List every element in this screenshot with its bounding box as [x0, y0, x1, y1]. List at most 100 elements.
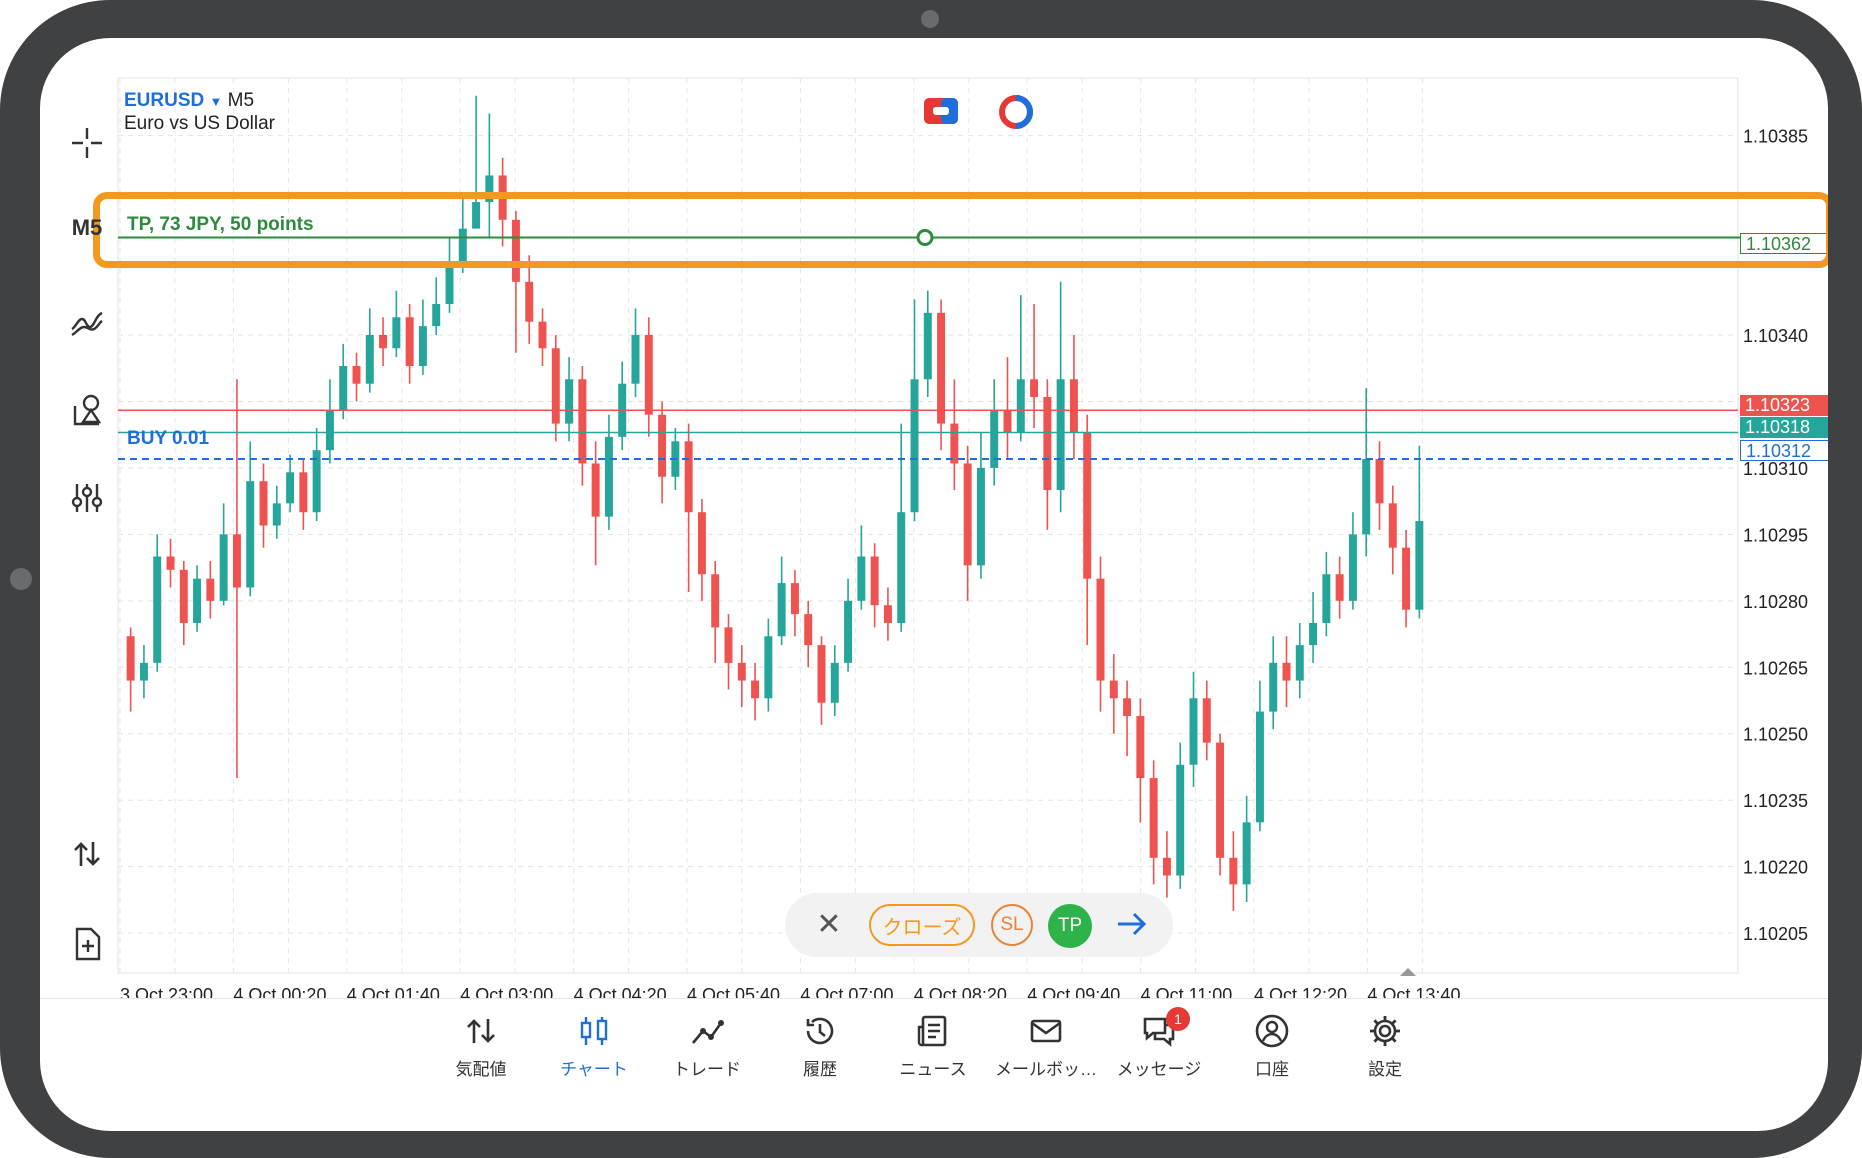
candle-body [910, 379, 919, 513]
candle [1109, 653, 1118, 734]
candle [751, 662, 760, 721]
candle [644, 317, 653, 437]
candle [1282, 636, 1291, 708]
candle [511, 210, 520, 353]
candle-body [538, 321, 547, 349]
sl-button[interactable]: SL [991, 904, 1033, 946]
candlestick-chart[interactable]: 1.103851.103401.103251.103101.102951.102… [40, 38, 1828, 998]
mail-icon [1030, 1019, 1062, 1043]
candle-body [246, 481, 255, 588]
candle-body [365, 334, 374, 384]
indicator-wave-icon [71, 311, 103, 337]
crosshair-tool[interactable] [52, 113, 122, 173]
candle-body [193, 578, 202, 623]
candle [737, 645, 746, 708]
one-click-trade-tool[interactable] [52, 824, 122, 884]
candle-body [126, 636, 135, 681]
timeframe-tool[interactable]: M5 [52, 198, 122, 258]
tp-button[interactable]: TP [1048, 904, 1092, 948]
candle-body [458, 228, 467, 265]
messages-badge: 1 [1166, 1007, 1190, 1031]
app-screen: 1.103851.103401.103251.103101.102951.102… [40, 38, 1828, 1131]
candle-body [644, 334, 653, 415]
gear-icon [1370, 1016, 1400, 1046]
candle [1003, 357, 1012, 460]
candle [1149, 760, 1158, 885]
nav-trade[interactable]: トレード [652, 1013, 762, 1080]
buy-line-label[interactable]: BUY 0.01 [127, 428, 210, 449]
candle-body [604, 436, 613, 517]
candle [1202, 680, 1211, 761]
candle [963, 445, 972, 601]
candle-body [870, 556, 879, 606]
objects-tool[interactable] [52, 380, 122, 440]
scroll-handle [1400, 968, 1416, 976]
candle [219, 503, 228, 606]
caret-down-icon[interactable]: ▼ [209, 94, 223, 109]
y-tick-label: 1.10265 [1743, 658, 1808, 678]
candle-body [1136, 716, 1145, 779]
up-down-arrows-icon [74, 842, 100, 866]
x-tick-label: 4 Oct 13:40 [1367, 985, 1460, 998]
symbol-info[interactable]: EURUSD ▼ M5 Euro vs US Dollar [124, 90, 275, 135]
candle [458, 193, 467, 273]
candle [1322, 552, 1331, 637]
x-tick-label: 4 Oct 09:40 [1027, 985, 1120, 998]
candle [525, 255, 534, 344]
candle [658, 401, 667, 504]
candle [339, 343, 348, 420]
symbol-code[interactable]: EURUSD [124, 90, 205, 111]
candle [1056, 281, 1065, 513]
candle-body [1229, 857, 1238, 885]
candle-body [1176, 764, 1185, 876]
indicators-tool[interactable] [52, 291, 122, 351]
candle-body [737, 662, 746, 681]
candle [139, 645, 148, 699]
candle [857, 525, 866, 610]
candle-body [179, 569, 188, 623]
candle-body [591, 463, 600, 517]
candle [578, 365, 587, 486]
candle-body [1309, 622, 1318, 646]
candle [817, 636, 826, 725]
close-position-button[interactable]: クローズ [869, 904, 975, 946]
x-tick-label: 4 Oct 04:20 [574, 985, 667, 998]
candle-body [1242, 822, 1251, 885]
candle [418, 299, 427, 375]
tp-line-label[interactable]: TP, 73 JPY, 50 points [127, 214, 314, 235]
x-tick-label: 4 Oct 07:00 [800, 985, 893, 998]
candle [830, 645, 839, 717]
candles-icon [580, 1017, 608, 1045]
nav-account[interactable]: 口座 [1217, 1013, 1327, 1080]
tp-price-tag: 1.10362 [1740, 233, 1828, 254]
candle-body [1003, 410, 1012, 433]
candle [1176, 742, 1185, 889]
nav-mailbox[interactable]: メールボッ… [991, 1013, 1101, 1080]
candle [1069, 334, 1078, 460]
candle [565, 357, 574, 442]
nav-settings[interactable]: 設定 [1330, 1013, 1440, 1080]
arrow-right-icon[interactable] [1110, 902, 1154, 946]
candle [379, 317, 388, 366]
candle-body [1415, 521, 1424, 610]
nav-quotes[interactable]: 気配値 [426, 1013, 536, 1080]
candle-body [1016, 379, 1025, 433]
nav-history[interactable]: 履歴 [765, 1013, 875, 1080]
nav-news[interactable]: ニュース [878, 1013, 988, 1080]
settings-sliders-tool[interactable] [52, 468, 122, 528]
candle [1043, 379, 1052, 530]
candle [844, 578, 853, 672]
close-icon[interactable]: ✕ [816, 907, 842, 941]
candle [1269, 636, 1278, 730]
candle-body [963, 463, 972, 566]
chart-area[interactable]: 1.103851.103401.103251.103101.102951.102… [40, 38, 1828, 998]
nav-chart[interactable]: チャート [539, 1013, 649, 1080]
nav-messages[interactable]: 1 メッセージ [1104, 1007, 1214, 1080]
candle-body [432, 303, 441, 327]
candle-body [950, 423, 959, 464]
candle-body [1149, 778, 1158, 858]
new-order-tool[interactable] [52, 914, 122, 974]
left-toolbar: M5 [40, 38, 145, 998]
camera-dot [921, 10, 939, 28]
